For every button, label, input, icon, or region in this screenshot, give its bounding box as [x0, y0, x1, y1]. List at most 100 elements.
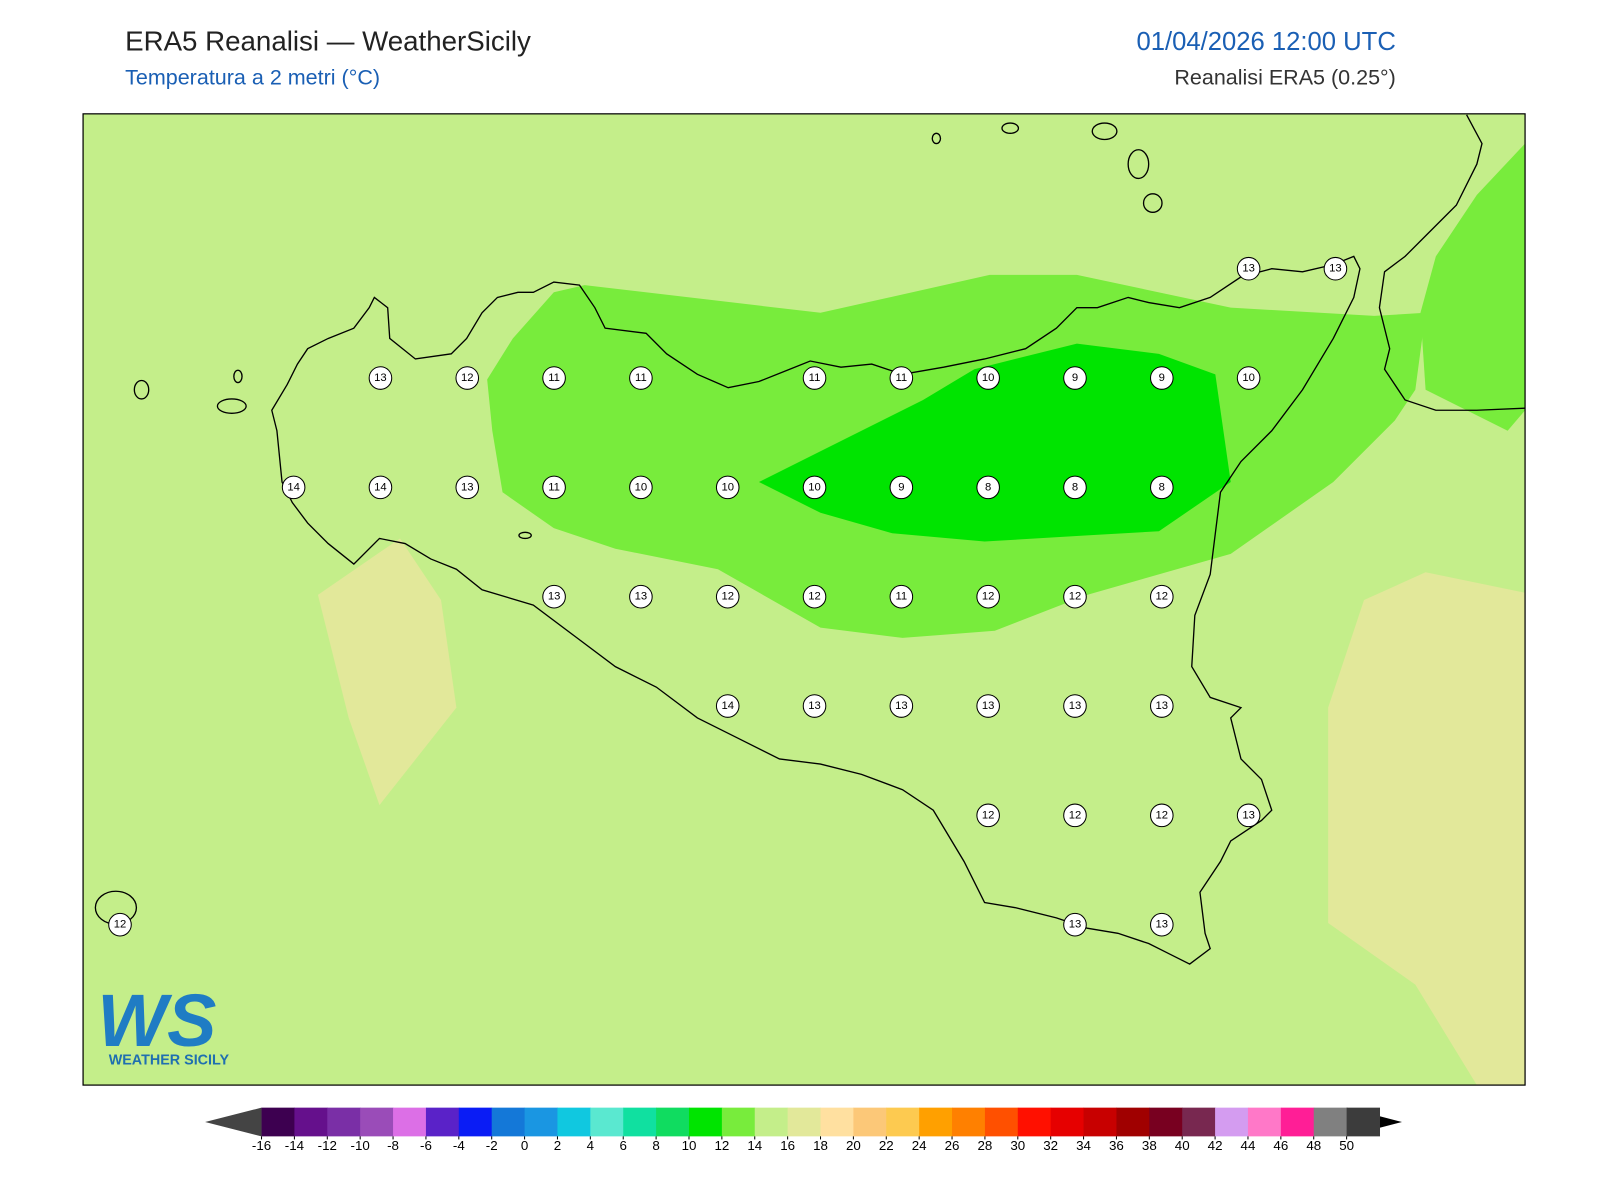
colorbar-label: 12	[714, 1138, 729, 1153]
station: 13	[802, 694, 827, 718]
station: 12	[802, 584, 827, 609]
contour	[758, 343, 1231, 542]
coastline	[1378, 114, 1526, 411]
station: 10	[802, 475, 827, 500]
colorbar-label: -4	[453, 1138, 465, 1153]
colorbar-box	[1050, 1107, 1085, 1137]
colorbar-box	[393, 1107, 427, 1137]
station-marker	[1150, 584, 1174, 609]
station-marker	[889, 475, 914, 500]
station: 13	[542, 584, 566, 609]
station-marker	[1236, 366, 1261, 390]
station: 12	[1063, 584, 1087, 609]
station-value: 12	[1156, 809, 1169, 821]
station-marker	[368, 366, 393, 390]
colorbar-box	[425, 1107, 460, 1137]
colorbar-label: 26	[945, 1138, 960, 1153]
station-value: 9	[1159, 372, 1165, 384]
station-marker	[1063, 584, 1087, 609]
station: 8	[1150, 475, 1174, 500]
station-value: 10	[1242, 372, 1255, 384]
station-marker	[1150, 475, 1174, 500]
station-value: 13	[895, 700, 908, 712]
station-value: 14	[374, 481, 387, 493]
station-value: 11	[809, 372, 821, 384]
station-value: 11	[635, 372, 647, 384]
station-marker	[1150, 366, 1174, 390]
station-marker	[1063, 475, 1087, 500]
station-value: 11	[548, 372, 560, 384]
colorbar-box	[1313, 1107, 1348, 1137]
station: 12	[1063, 803, 1087, 828]
station-value: 12	[114, 919, 127, 931]
colorbar-box	[1017, 1107, 1052, 1137]
title: ERA5 Reanalisi — WeatherSicily	[125, 25, 531, 56]
station-value: 12	[982, 591, 995, 603]
colorbar-label: 30	[1010, 1138, 1025, 1153]
station-marker	[455, 475, 480, 500]
colorbar-box	[1346, 1107, 1381, 1137]
colorbar-box	[1182, 1107, 1216, 1137]
station-value: 12	[461, 372, 474, 384]
subtitle: Temperatura a 2 metri (°C)	[125, 66, 380, 90]
station: 13	[1323, 256, 1348, 281]
station-value: 9	[1072, 372, 1078, 384]
station: 11	[889, 584, 914, 609]
colorbar-label: 28	[978, 1138, 993, 1153]
station: 11	[542, 475, 566, 500]
colorbar-box	[1083, 1107, 1117, 1137]
colorbar-label: 16	[780, 1138, 795, 1153]
station: 10	[715, 475, 740, 500]
station-marker	[1236, 803, 1261, 828]
station: 13	[976, 694, 1000, 718]
colorbar-box	[952, 1107, 986, 1137]
station: 10	[629, 475, 653, 500]
colorbar-label: 0	[521, 1138, 528, 1153]
station-marker	[542, 475, 566, 500]
station-value: 12	[1069, 809, 1082, 821]
station: 12	[976, 584, 1000, 609]
colorbar-box	[1280, 1107, 1315, 1137]
colorbar-box	[984, 1107, 1019, 1137]
colorbar-label: 10	[682, 1138, 697, 1153]
station-marker	[1063, 912, 1087, 937]
station: 9	[889, 475, 914, 500]
station-value: 14	[721, 700, 734, 712]
station-value: 13	[1069, 700, 1082, 712]
station-marker	[455, 366, 480, 390]
station: 13	[455, 475, 480, 500]
station-marker	[715, 694, 740, 718]
coastline	[271, 255, 1361, 965]
station: 14	[715, 694, 740, 718]
station-value: 8	[1159, 481, 1165, 493]
station: 14	[368, 475, 393, 500]
colorbar-label: -12	[318, 1138, 337, 1153]
colorbar-box	[787, 1107, 822, 1137]
station-value: 13	[1156, 700, 1169, 712]
colorbar-label: 36	[1109, 1138, 1124, 1153]
station-marker	[629, 475, 653, 500]
station: 11	[542, 366, 566, 390]
colorbar-label: -16	[252, 1138, 271, 1153]
valid-time: 01/04/2026 12:00 UTC	[1137, 28, 1396, 56]
station-marker	[976, 694, 1000, 718]
station-marker	[1150, 803, 1174, 828]
colorbar-label: 46	[1273, 1138, 1288, 1153]
colorbar-box	[458, 1107, 493, 1137]
station: 13	[1150, 694, 1174, 718]
colorbar-box	[261, 1107, 295, 1137]
colorbar-box	[721, 1107, 756, 1137]
colorbar-box	[524, 1107, 558, 1137]
station-value: 11	[895, 372, 907, 384]
logo-mark: WS	[97, 979, 216, 1062]
station: 12	[108, 912, 132, 937]
station-marker	[1150, 694, 1174, 718]
colorbar-box	[623, 1107, 657, 1137]
station-marker	[1063, 694, 1087, 718]
station-marker	[1150, 912, 1174, 937]
station-value: 8	[1072, 481, 1078, 493]
station-marker	[281, 475, 306, 500]
station: 12	[1150, 584, 1174, 609]
colorbar-label: 8	[652, 1138, 659, 1153]
colorbar-under	[205, 1107, 262, 1137]
